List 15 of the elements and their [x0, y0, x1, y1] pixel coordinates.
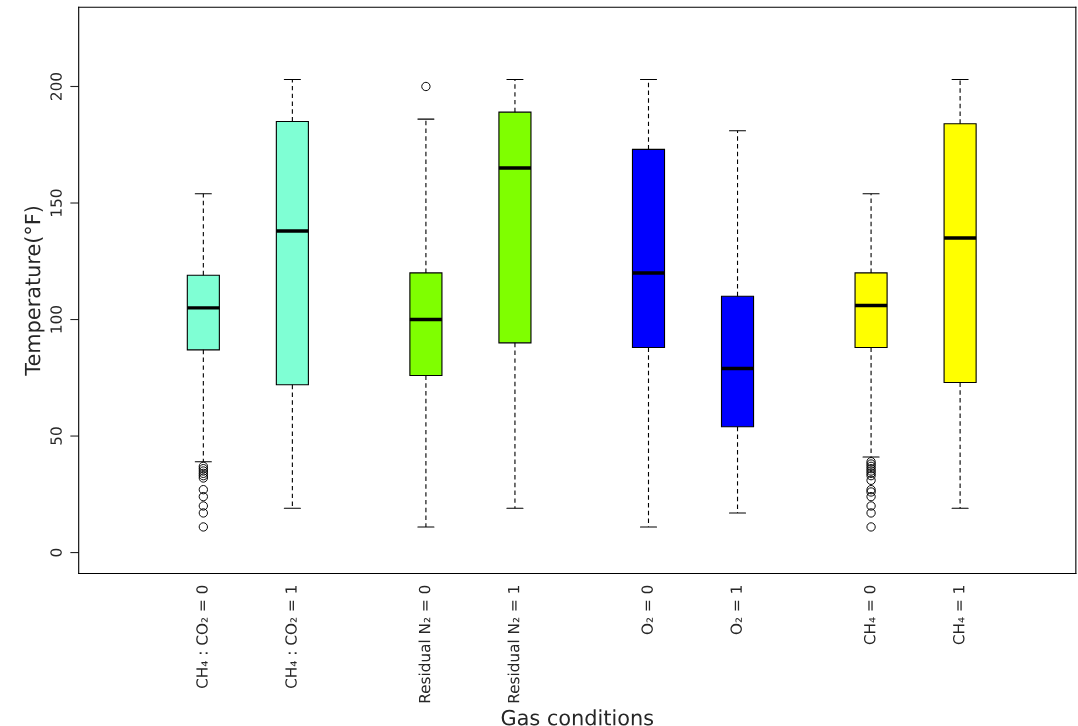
- x-tick-label: Residual N₂ = 0: [418, 585, 431, 703]
- x-axis-title: Gas conditions: [501, 709, 654, 726]
- x-tick-label: O₂ = 0: [641, 585, 653, 635]
- y-tick-label: 200: [50, 72, 62, 100]
- x-tick-label: CH₄ = 0: [863, 585, 876, 645]
- x-tick-label: Residual N₂ = 1: [507, 586, 520, 703]
- y-tick-label: 0: [50, 548, 62, 557]
- y-axis-title: Temperature(°F): [24, 206, 45, 376]
- x-tick-label: O₂ = 1: [730, 586, 742, 635]
- y-tick-label: 100: [50, 305, 62, 333]
- y-tick-label: 50: [50, 427, 62, 445]
- x-tick-label: CH₄ : CO₂ = 0: [196, 585, 208, 688]
- x-tick-label: CH₄ : CO₂ = 1: [285, 586, 297, 688]
- y-tick-label: 150: [50, 189, 62, 216]
- x-tick-label: CH₄ = 1: [952, 586, 965, 645]
